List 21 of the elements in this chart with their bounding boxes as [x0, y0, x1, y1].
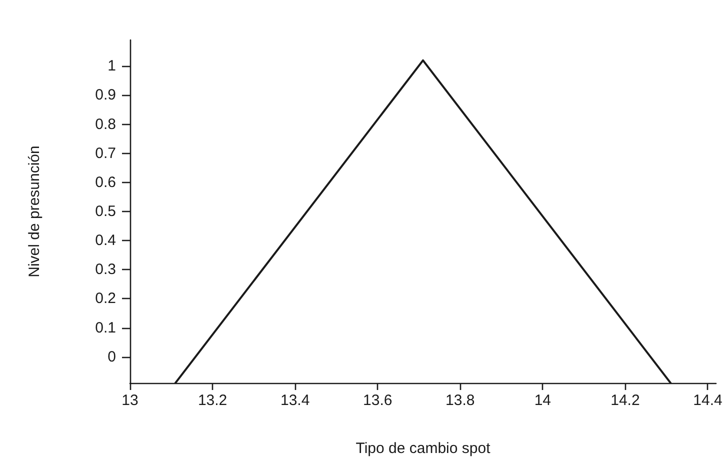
y-tick-label: 0.8 [95, 116, 116, 133]
y-tick-label: 0.9 [95, 86, 116, 104]
x-tick-label: 14.2 [610, 392, 640, 409]
y-tick-label: 1 [108, 58, 116, 75]
x-tick-label: 13.8 [446, 392, 475, 409]
x-tick-label: 13.2 [198, 392, 228, 409]
x-tick-label: 13 [122, 392, 138, 409]
x-tick-label: 14 [534, 392, 552, 409]
y-axis-title: Nivel de presunción [26, 146, 43, 278]
y-tick-label: 0 [108, 348, 116, 366]
x-axis-title: Tipo de cambio spot [356, 440, 492, 457]
x-tick-label: 13.6 [363, 392, 392, 409]
x-tick-label: 13.4 [280, 392, 310, 409]
y-tick-label: 0.5 [95, 203, 116, 220]
y-tick-label: 0.7 [95, 144, 116, 162]
y-tick-label: 0.6 [95, 174, 116, 191]
y-tick-label: 0.3 [95, 261, 116, 278]
y-tick-label: 0.1 [95, 319, 116, 336]
y-tick-label: 0.2 [95, 290, 116, 308]
y-tick-label: 0.4 [95, 232, 116, 250]
x-tick-label: 14.4 [693, 392, 722, 409]
